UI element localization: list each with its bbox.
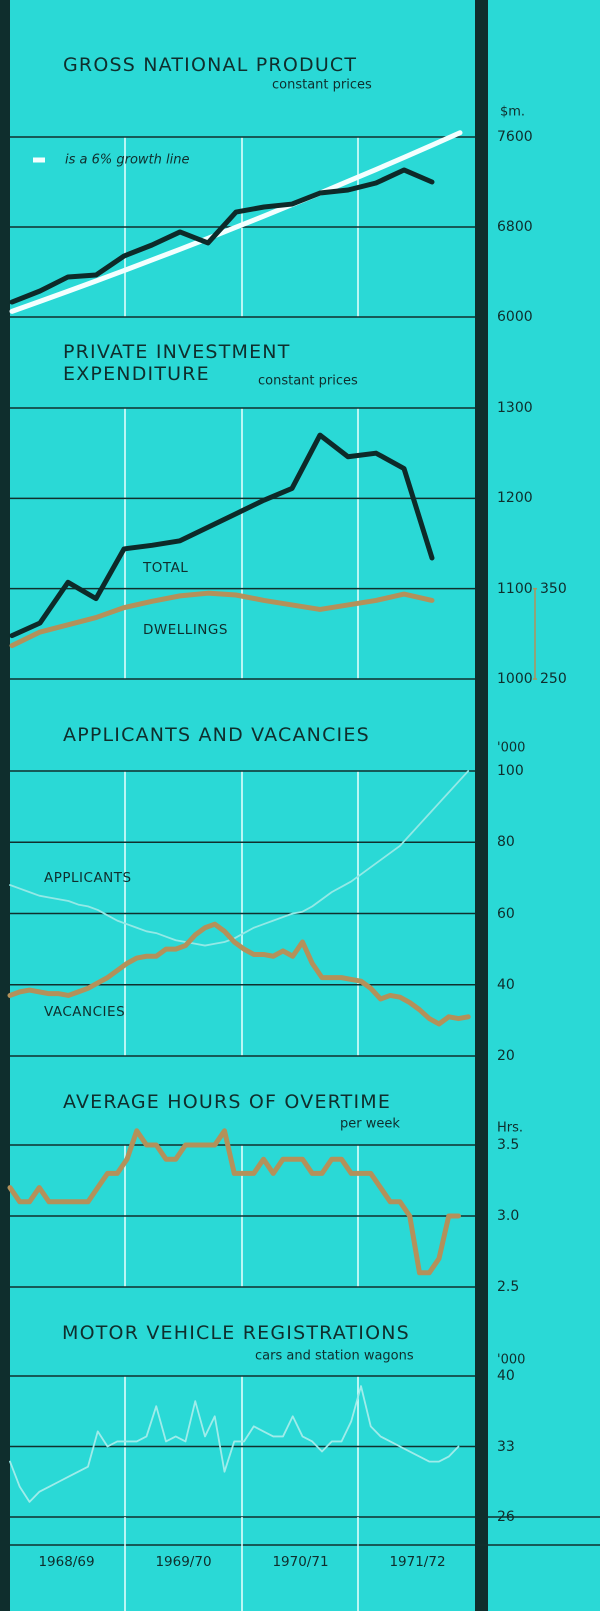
x-tick-label: 1968/69 (38, 1554, 95, 1570)
y-unit: Hrs. (497, 1120, 524, 1136)
series-label: DWELLINGS (143, 622, 228, 638)
y-tick-label: 3.5 (497, 1137, 520, 1153)
x-tick-label: 1969/70 (155, 1554, 212, 1570)
y-tick-label: 2.5 (497, 1279, 520, 1295)
series-line (9, 432, 435, 639)
chart-title: MOTOR VEHICLE REGISTRATIONS (62, 1322, 410, 1344)
series-line (7, 921, 471, 1027)
y-tick-label: 33 (497, 1438, 515, 1455)
y-tick-label: 100 (497, 763, 524, 779)
chart-title: PRIVATE INVESTMENT EXPENDITURE (63, 341, 291, 385)
series-line (9, 167, 435, 305)
series-label: TOTAL (143, 560, 189, 576)
x-tick-label: 1971/72 (389, 1554, 446, 1570)
y-tick-label: 6800 (497, 219, 533, 235)
y-tick-label: 1300 (497, 400, 533, 416)
chart-title: AVERAGE HOURS OF OVERTIME (63, 1091, 392, 1113)
chart-title: GROSS NATIONAL PRODUCT (63, 54, 358, 76)
chart-title: APPLICANTS AND VACANCIES (63, 724, 370, 746)
series-label: VACANCIES (44, 1004, 126, 1020)
y-tick-label: 1100 (497, 580, 533, 597)
y-tick-label: 20 (497, 1048, 515, 1064)
series-line (9, 1385, 460, 1503)
y-unit: $m. (500, 104, 526, 120)
left-border (0, 0, 10, 1611)
y-unit: '000 (497, 1352, 526, 1368)
chart-subtitle: constant prices (272, 77, 372, 93)
y-tick-label: 3.0 (497, 1208, 520, 1224)
y2-tick-label: 250 (540, 671, 567, 687)
series-line (7, 1128, 461, 1276)
legend-label: is a 6% growth line (65, 152, 190, 168)
chart-subtitle: cars and station wagons (255, 1348, 414, 1364)
series-line (9, 770, 470, 947)
y-tick-label: 1200 (497, 490, 533, 507)
y-tick-label: 6000 (497, 309, 533, 325)
y-tick-label: 26 (497, 1509, 515, 1525)
y-tick-label: 60 (497, 905, 515, 922)
y-tick-label: 40 (497, 976, 515, 993)
y-tick-label: 1000 (497, 671, 533, 687)
chart-subtitle: per week (340, 1116, 400, 1132)
x-tick-label: 1970/71 (272, 1554, 329, 1570)
chart-subtitle: constant prices (258, 373, 358, 389)
y-tick-label: 7600 (497, 129, 533, 145)
y2-tick-label: 350 (540, 580, 567, 597)
series-line (9, 590, 435, 649)
y-unit: '000 (497, 740, 526, 756)
divider-bar (475, 0, 488, 1611)
y-tick-label: 40 (497, 1368, 515, 1384)
series-label: APPLICANTS (44, 870, 132, 886)
series-line (9, 130, 463, 314)
y-tick-label: 80 (497, 834, 515, 851)
